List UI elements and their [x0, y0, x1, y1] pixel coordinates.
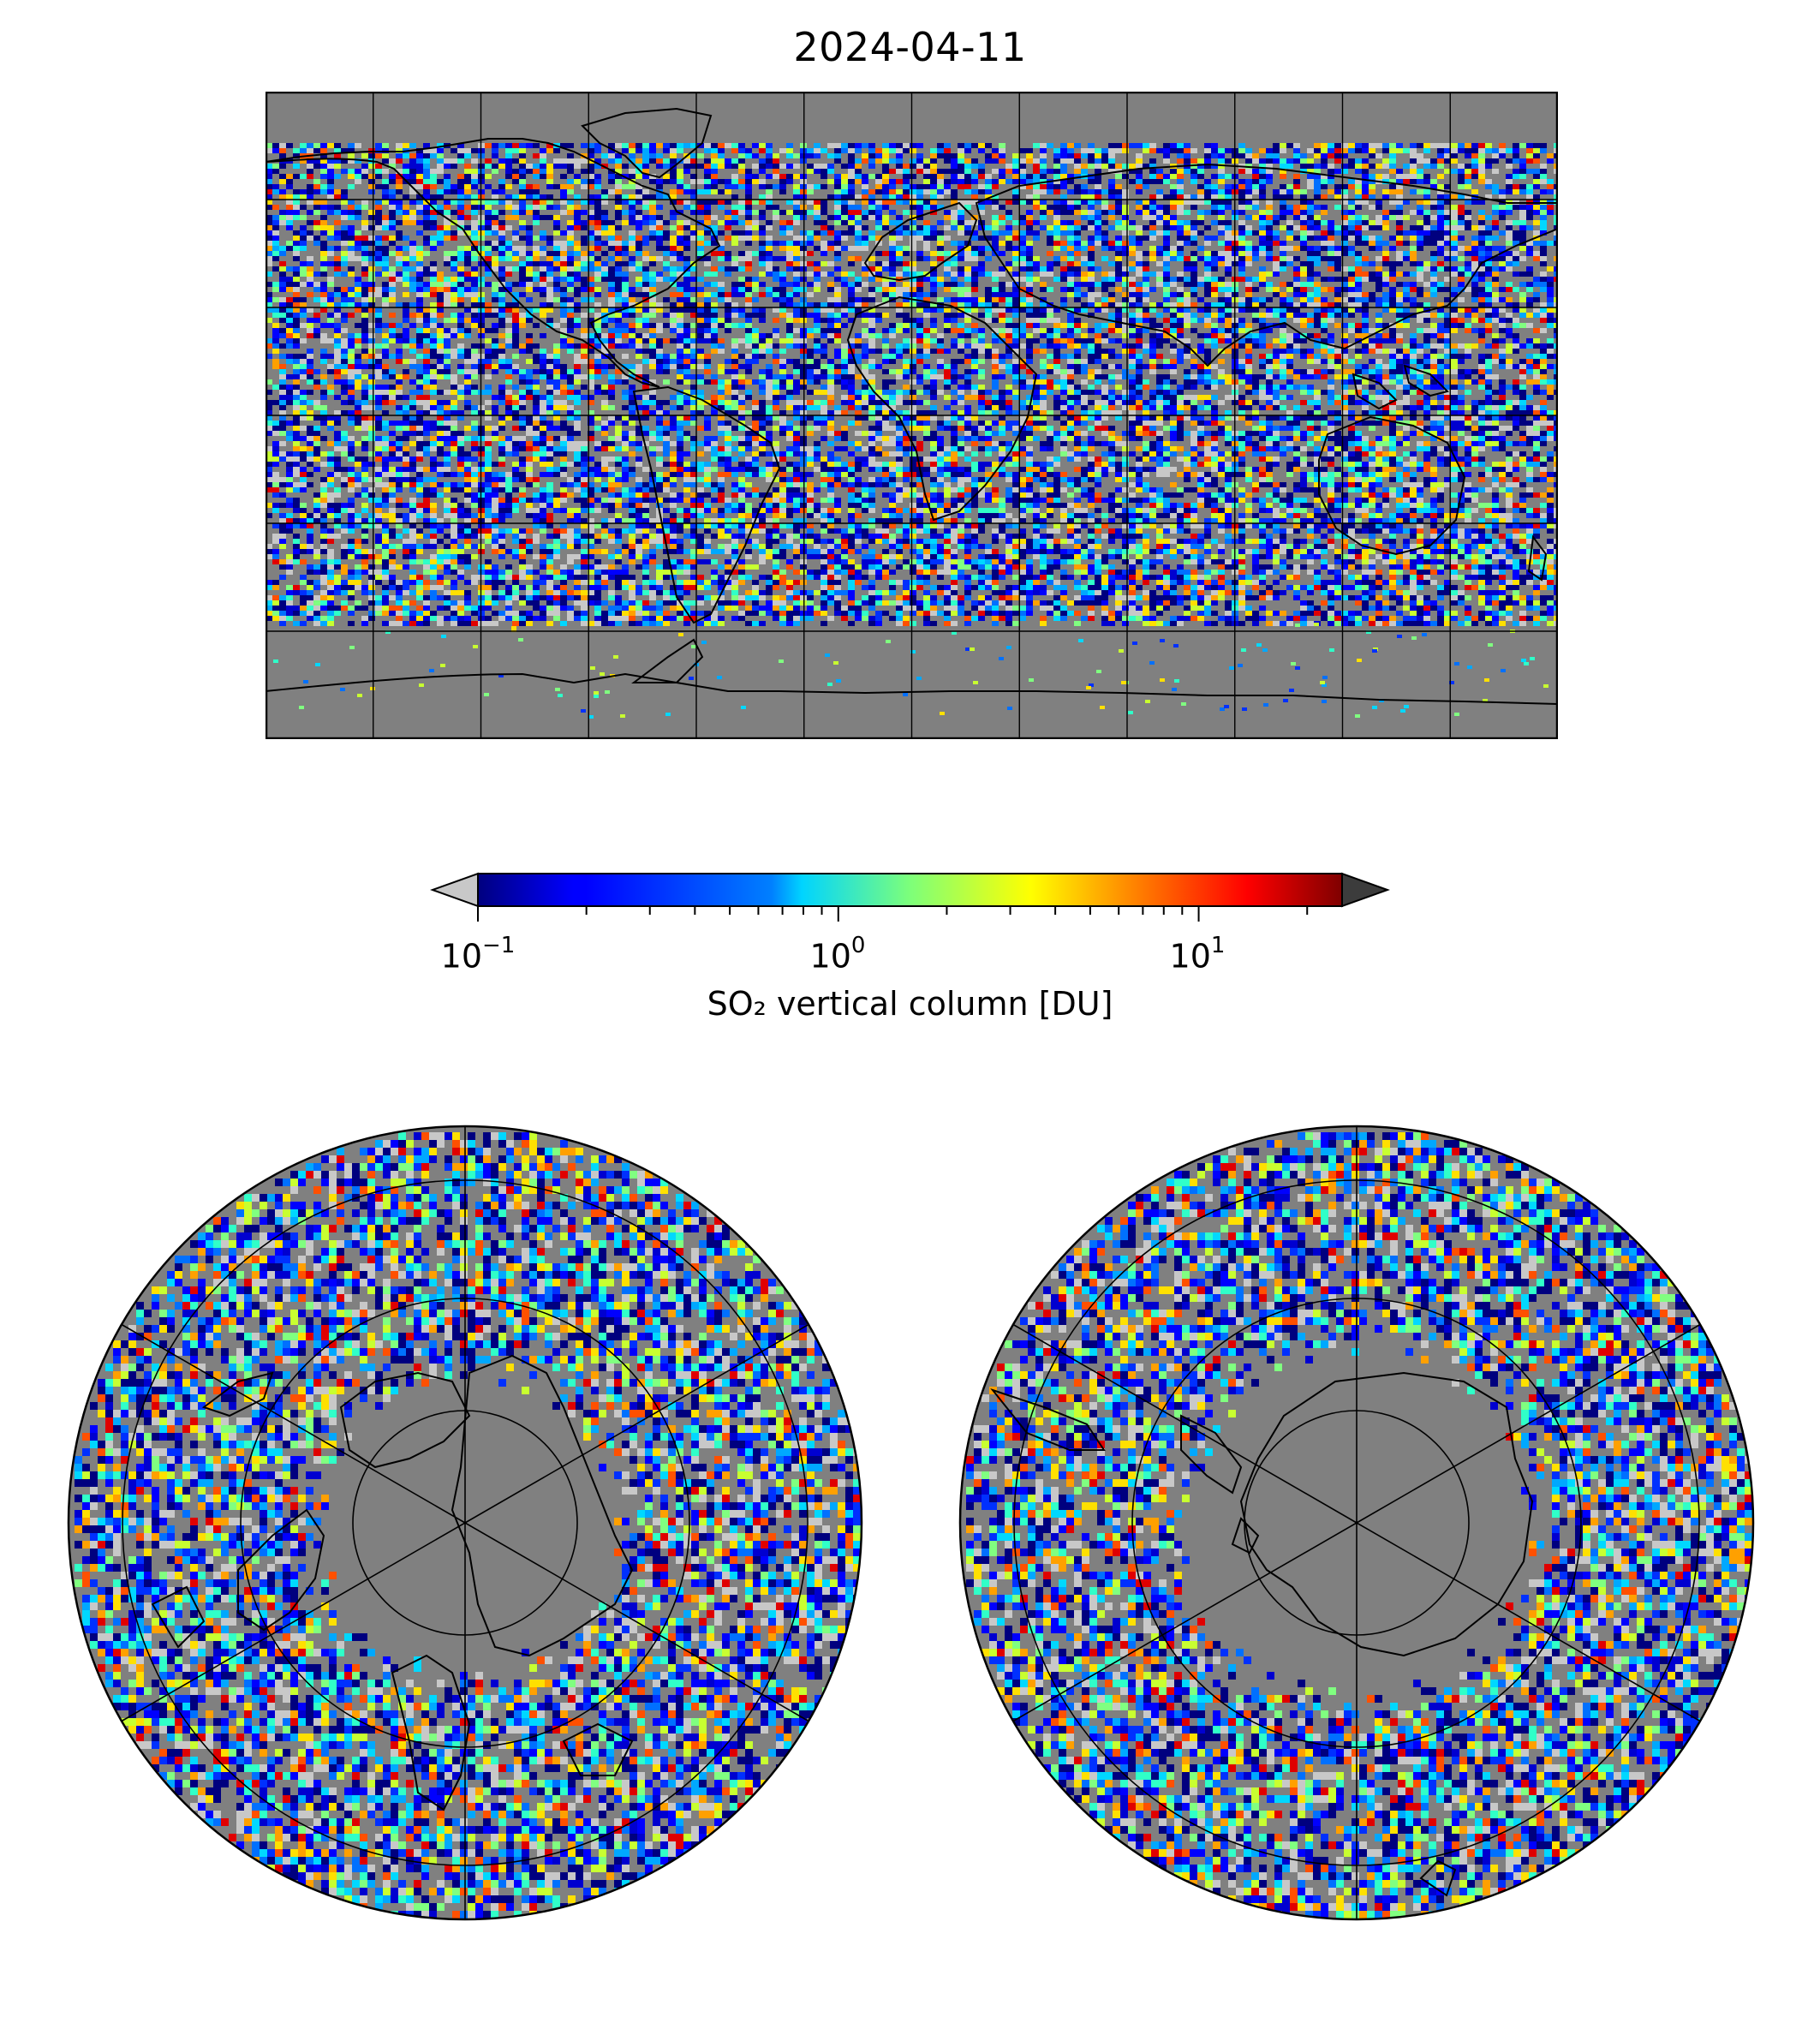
- colorbar-over-extension: [1341, 872, 1390, 908]
- north-polar-gridlines: [121, 1126, 809, 1919]
- world-coastlines: [266, 107, 1558, 705]
- north-polar-coastlines: [151, 1354, 634, 1811]
- colorbar-tick-marks: [477, 906, 1309, 922]
- map-title: 2024-04-11: [0, 24, 1820, 70]
- world-gridlines: [266, 92, 1558, 739]
- colorbar: [430, 872, 1390, 922]
- south-polar-frame: [958, 1125, 1755, 1921]
- north-polar-map: [67, 1125, 863, 1921]
- north-polar-frame: [67, 1125, 863, 1921]
- colorbar-tick-label-1: 100: [810, 933, 866, 976]
- south-polar-map: [958, 1125, 1755, 1921]
- colorbar-gradient: [477, 873, 1343, 907]
- world-map-frame: [266, 92, 1558, 739]
- colorbar-under-extension: [430, 872, 479, 908]
- colorbar-label: SO₂ vertical column [DU]: [0, 985, 1820, 1023]
- colorbar-tick-label-0: 10−1: [441, 933, 516, 976]
- south-polar-gridlines: [1012, 1126, 1701, 1919]
- colorbar-tick-label-2: 101: [1170, 933, 1226, 976]
- north-polar-so2-data: [75, 1132, 862, 1919]
- world-map: [266, 92, 1558, 739]
- world-so2-data: [266, 143, 1558, 719]
